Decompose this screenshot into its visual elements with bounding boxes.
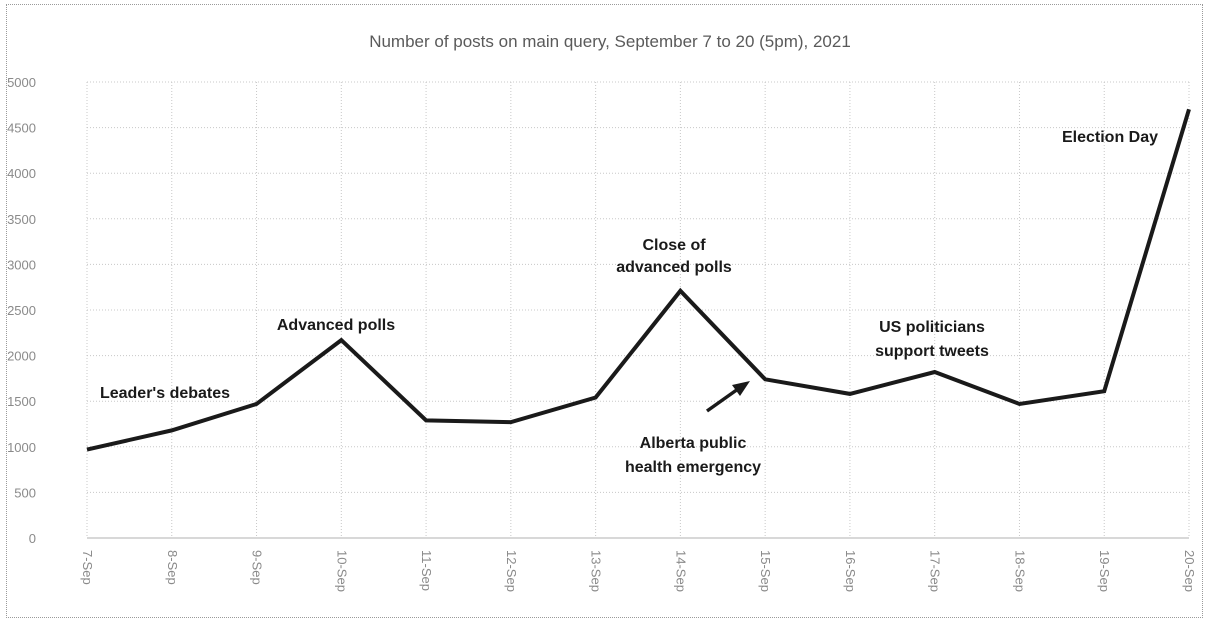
annotation: Advanced polls xyxy=(277,317,395,334)
y-tick-label: 1500 xyxy=(7,394,36,409)
x-tick-label: 14-Sep xyxy=(673,550,688,592)
y-tick-label: 500 xyxy=(14,485,36,500)
annotation-text: advanced polls xyxy=(616,259,732,276)
annotation-text: US politicians xyxy=(879,319,985,336)
annotation-text: health emergency xyxy=(625,459,761,476)
y-tick-label: 4000 xyxy=(7,166,36,181)
y-tick-labels: 0 500 1000 1500 2000 2500 3000 3500 4000 4500 5000 xyxy=(7,75,36,546)
chart-title: Number of posts on main query, September… xyxy=(369,32,851,51)
annotation-arrow-head xyxy=(732,381,750,396)
x-tick-label: 18-Sep xyxy=(1012,550,1027,592)
y-tick-label: 2000 xyxy=(7,349,36,364)
series-layer xyxy=(86,108,1191,452)
x-tick-label: 7-Sep xyxy=(80,550,95,585)
x-tick-label: 13-Sep xyxy=(589,550,604,592)
annotation-arrow-shaft xyxy=(705,387,740,413)
x-tick-label: 17-Sep xyxy=(928,550,943,592)
annotation: Alberta public health emergency xyxy=(625,381,761,476)
annotations: Leader's debates Advanced polls Close of ad… xyxy=(100,129,1158,476)
annotation-text: Advanced polls xyxy=(277,317,395,334)
annotation: US politicians support tweets xyxy=(875,319,989,360)
x-tick-label: 9-Sep xyxy=(250,550,265,585)
y-tick-label: 3500 xyxy=(7,212,36,227)
annotation-text: Leader's debates xyxy=(100,385,230,402)
y-tick-label: 0 xyxy=(29,531,36,546)
annotation-text: Close of xyxy=(642,237,706,254)
x-tick-label: 16-Sep xyxy=(843,550,858,592)
x-tick-label: 10-Sep xyxy=(334,550,349,592)
x-tick-label: 15-Sep xyxy=(758,550,773,592)
annotation: Leader's debates xyxy=(100,385,230,402)
annotation-text: Election Day xyxy=(1062,129,1158,146)
y-tick-label: 4500 xyxy=(7,121,36,136)
annotation: Election Day xyxy=(1062,129,1158,146)
chart-frame xyxy=(6,4,1203,618)
annotation: Close of advanced polls xyxy=(616,237,732,276)
annotation-text: Alberta public xyxy=(640,435,747,452)
y-tick-label: 5000 xyxy=(7,75,36,90)
x-tick-label: 19-Sep xyxy=(1097,550,1112,592)
x-tick-label: 12-Sep xyxy=(504,550,519,592)
x-tick-label: 8-Sep xyxy=(165,550,180,585)
x-tick-label: 11-Sep xyxy=(419,550,434,591)
y-tick-label: 2500 xyxy=(7,303,36,318)
y-tick-label: 3000 xyxy=(7,257,36,272)
annotation-text: support tweets xyxy=(875,343,989,360)
series-line xyxy=(86,108,1191,452)
y-tick-label: 1000 xyxy=(7,440,36,455)
x-tick-label: 20-Sep xyxy=(1182,550,1197,592)
x-tick-labels: 7-Sep 8-Sep 9-Sep 10-Sep 11-Sep 12-Sep 13-Sep 1… xyxy=(80,550,1197,592)
gridlines xyxy=(86,81,1190,538)
